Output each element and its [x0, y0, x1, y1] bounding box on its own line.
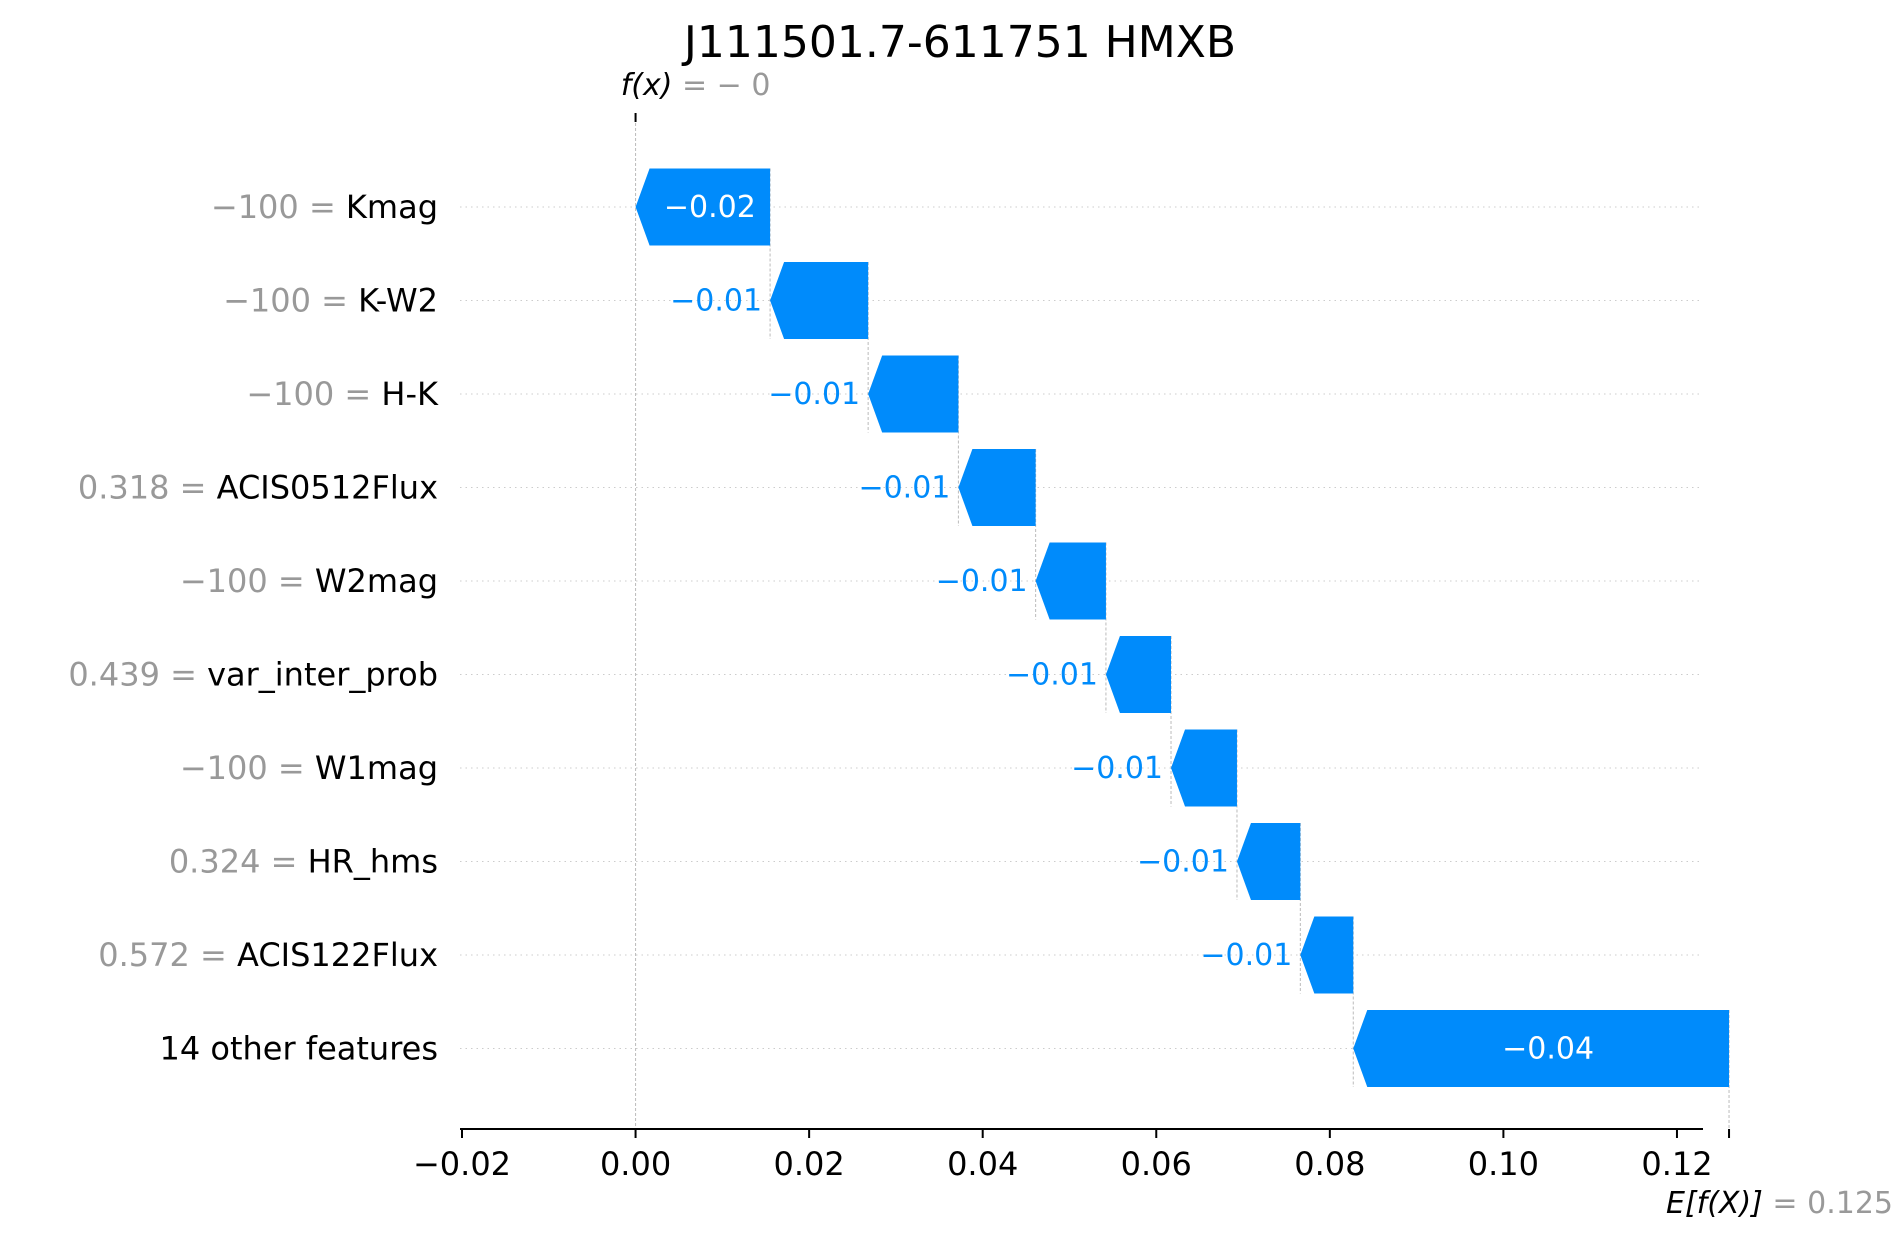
contribution-bar [770, 262, 869, 339]
efx-label: E[f(X)] = 0.125 [1666, 1186, 1893, 1221]
feature-value: −100 = [246, 375, 381, 413]
feature-label: −100 = H-K [246, 375, 439, 413]
bar-value-label: −0.01 [1071, 751, 1163, 786]
feature-rows: −100 = Kmag−100 = K-W2−100 = H-K0.318 = … [68, 188, 1703, 1068]
efx-label-text: E[f(X)] [1666, 1186, 1763, 1221]
feature-name: K-W2 [358, 282, 438, 320]
feature-name: var_inter_prob [207, 656, 438, 694]
feature-value: 0.324 = [169, 843, 308, 881]
feature-value: −100 = [180, 749, 315, 787]
contribution-bar [958, 449, 1036, 526]
feature-label: 14 other features [159, 1030, 438, 1068]
bar-value-label: −0.01 [768, 377, 860, 412]
contribution-bar [1105, 636, 1172, 713]
fx-value: − 0 [717, 68, 771, 103]
contribution-bar [1353, 1010, 1730, 1087]
fx-label-text: f(x) [621, 68, 673, 103]
feature-name: HR_hms [308, 843, 438, 881]
contribution-bar [635, 168, 771, 246]
efx-value: 0.125 [1807, 1186, 1893, 1221]
feature-value: 0.439 = [68, 656, 207, 694]
feature-value: −100 = [180, 562, 315, 600]
feature-name: H-K [381, 375, 439, 413]
bar-value-label: −0.04 [1502, 1032, 1594, 1067]
bar-value-label: −0.01 [858, 471, 950, 506]
contribution-bar [1300, 916, 1354, 994]
feature-value: −100 = [223, 282, 358, 320]
fx-equals: = [682, 68, 717, 103]
feature-label: 0.324 = HR_hms [169, 843, 438, 881]
bar-value-label: −0.01 [1200, 938, 1292, 973]
efx-equals: = [1772, 1186, 1807, 1221]
x-tick-label: 0.10 [1468, 1145, 1539, 1183]
bar-value-label: −0.01 [936, 564, 1028, 599]
x-axis: −0.02 0.00 0.02 0.04 0.06 0.08 0.10 0.12 [413, 1128, 1731, 1183]
x-tick-label: 0.08 [1294, 1145, 1365, 1183]
feature-value: 0.318 = [78, 469, 217, 507]
contribution-bar [1171, 729, 1237, 807]
contribution-bar [868, 355, 959, 433]
x-tick-label: 0.02 [774, 1145, 845, 1183]
feature-value: −100 = [211, 188, 346, 226]
feature-name: 14 other features [159, 1030, 438, 1068]
x-tick-label: 0.06 [1121, 1145, 1192, 1183]
feature-name: W2mag [315, 562, 438, 600]
feature-name: ACIS0512Flux [217, 469, 438, 507]
x-tick-label: 0.00 [600, 1145, 671, 1183]
feature-label: 0.439 = var_inter_prob [68, 656, 438, 694]
bar-value-label: −0.01 [1137, 845, 1229, 880]
x-tick-label: −0.02 [413, 1145, 511, 1183]
contribution-bars: −0.02 −0.01 −0.01 −0.01 −0.01 −0.01 −0.01 −0.01… [635, 168, 1730, 1087]
contribution-bar [1236, 823, 1301, 900]
bar-value-label: −0.01 [1006, 658, 1098, 693]
feature-label: −100 = W1mag [180, 749, 438, 787]
feature-label: 0.318 = ACIS0512Flux [78, 469, 438, 507]
x-tick-label: 0.04 [947, 1145, 1018, 1183]
chart-title: J111501.7-611751 HMXB [681, 17, 1236, 68]
feature-label: 0.572 = ACIS122Flux [98, 936, 438, 974]
feature-label: −100 = K-W2 [223, 282, 438, 320]
feature-value: 0.572 = [98, 936, 237, 974]
feature-name: ACIS122Flux [237, 936, 438, 974]
contribution-bar [1035, 542, 1106, 620]
bar-value-label: −0.02 [664, 190, 756, 225]
bar-value-label: −0.01 [670, 284, 762, 319]
x-tick-label: 0.12 [1641, 1145, 1712, 1183]
fx-label: f(x) = − 0 [621, 68, 771, 103]
guide-lines [634, 113, 1730, 1129]
feature-name: W1mag [315, 749, 438, 787]
feature-label: −100 = W2mag [180, 562, 438, 600]
feature-label: −100 = Kmag [211, 188, 438, 226]
feature-name: Kmag [346, 188, 438, 226]
